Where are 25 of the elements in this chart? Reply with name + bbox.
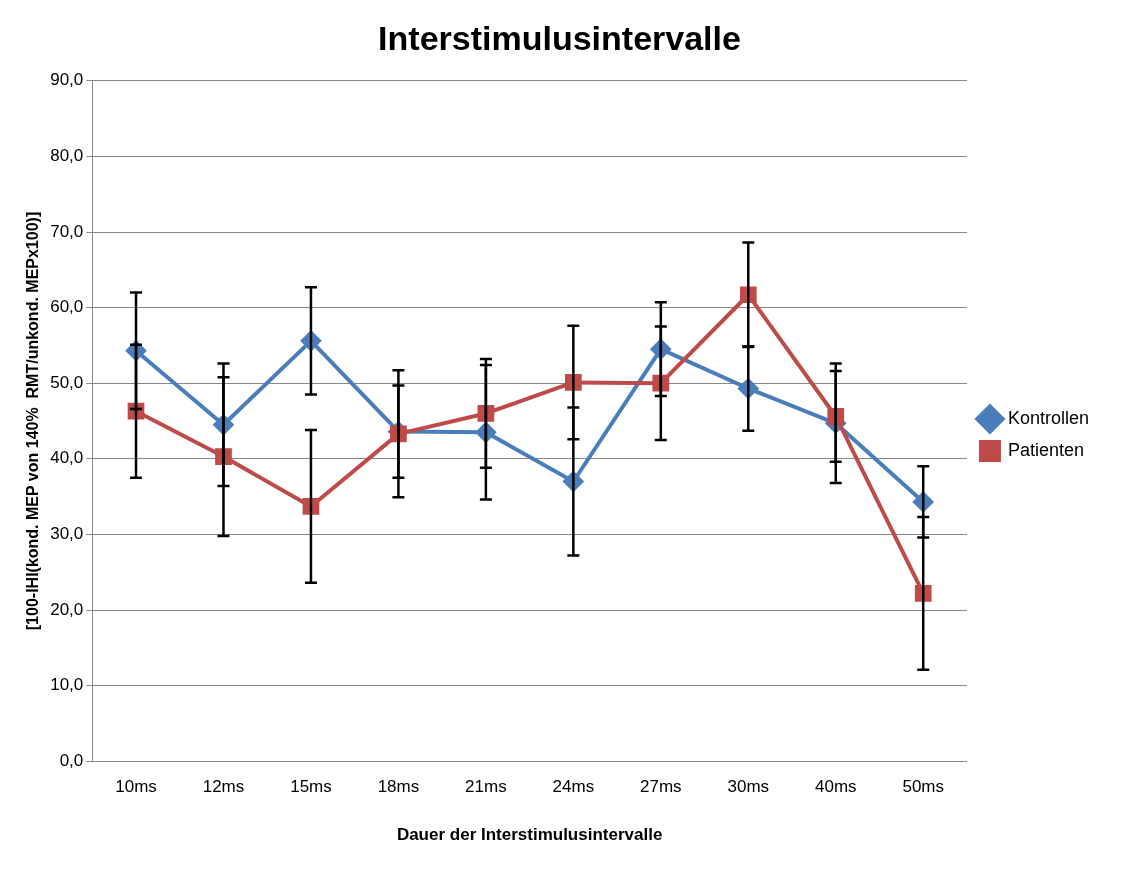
y-tick-label: 10,0 [50,675,84,695]
y-tick-label: 40,0 [50,448,84,468]
y-tick-label: 0,0 [59,750,84,770]
x-tick-label: 15ms [290,777,332,797]
chart-title: Interstimulusintervalle [378,18,741,57]
y-tick-label: 60,0 [50,297,84,317]
x-tick-label: 21ms [465,777,507,797]
x-tick-label: 10ms [115,777,157,797]
x-tick-label: 50ms [902,777,944,797]
x-tick-label: 12ms [202,777,245,797]
x-tick-label: 30ms [727,777,770,797]
x-tick-label: 24ms [552,777,595,797]
y-tick-label: 70,0 [50,221,84,241]
y-tick-label: 30,0 [50,524,84,544]
x-tick-label: 40ms [814,777,857,797]
x-axis-title: Dauer der Interstimulusintervalle [396,825,663,845]
y-tick-label: 90,0 [50,70,84,90]
legend-label: Patienten [1007,439,1085,460]
y-tick-label: 20,0 [50,599,84,619]
y-tick-label: 80,0 [50,146,84,166]
legend-label: Kontrollen [1007,407,1090,428]
x-tick-label: 18ms [377,777,420,797]
x-tick-label: 27ms [640,777,682,797]
y-tick-label: 50,0 [50,372,84,392]
y-axis-title: [100-IHI(kond. MEP von 140% RMT/unkond. MEPx100)] [24,211,42,631]
